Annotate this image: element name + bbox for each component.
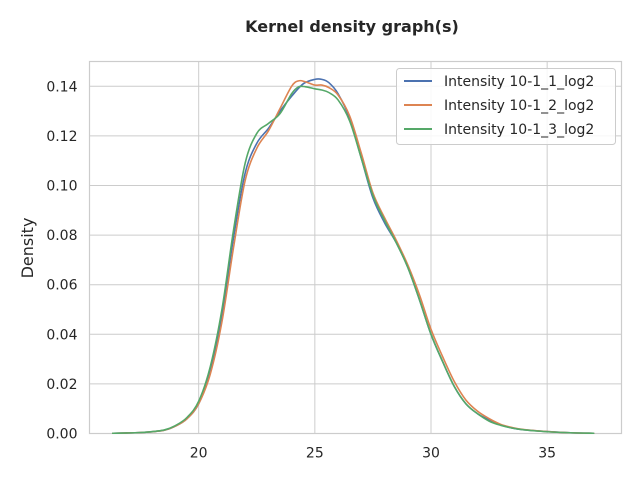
y-tick-label: 0.12 <box>46 129 77 145</box>
x-tick-label: 25 <box>306 446 324 462</box>
y-tick-label: 0.02 <box>46 377 77 393</box>
y-tick-label: 0.08 <box>46 228 77 244</box>
legend: Intensity 10-1_1_log2 Intensity 10-1_2_l… <box>396 68 616 145</box>
series-lines <box>111 78 595 435</box>
y-tick-label: 0.10 <box>46 179 77 195</box>
legend-entry-series-1: Intensity 10-1_1_log2 <box>404 74 594 90</box>
y-tick-label: 0.04 <box>46 327 77 343</box>
y-tick-label: 0.06 <box>46 278 77 294</box>
chart-title: Kernel density graph(s) <box>245 17 459 36</box>
legend-label-series-3: Intensity 10-1_3_log2 <box>444 122 594 138</box>
series-line-3 <box>111 85 595 435</box>
legend-box <box>396 68 616 145</box>
series-line-2 <box>111 79 595 435</box>
y-tick-label: 0.00 <box>46 427 77 443</box>
legend-label-series-2: Intensity 10-1_2_log2 <box>444 98 594 114</box>
legend-entry-series-3: Intensity 10-1_3_log2 <box>404 122 594 138</box>
legend-label-series-1: Intensity 10-1_1_log2 <box>444 74 594 90</box>
legend-entry-series-2: Intensity 10-1_2_log2 <box>404 98 594 114</box>
x-tick-label: 35 <box>538 446 556 462</box>
x-tick-labels: 20 25 30 35 <box>190 446 556 462</box>
plot-frame <box>88 60 623 435</box>
y-tick-label: 0.14 <box>46 79 77 95</box>
y-tick-labels: 0.00 0.02 0.04 0.06 0.08 0.10 0.12 0.14 <box>46 79 77 442</box>
y-axis-label: Density <box>18 218 37 279</box>
x-tick-label: 20 <box>190 446 208 462</box>
x-tick-label: 30 <box>422 446 440 462</box>
